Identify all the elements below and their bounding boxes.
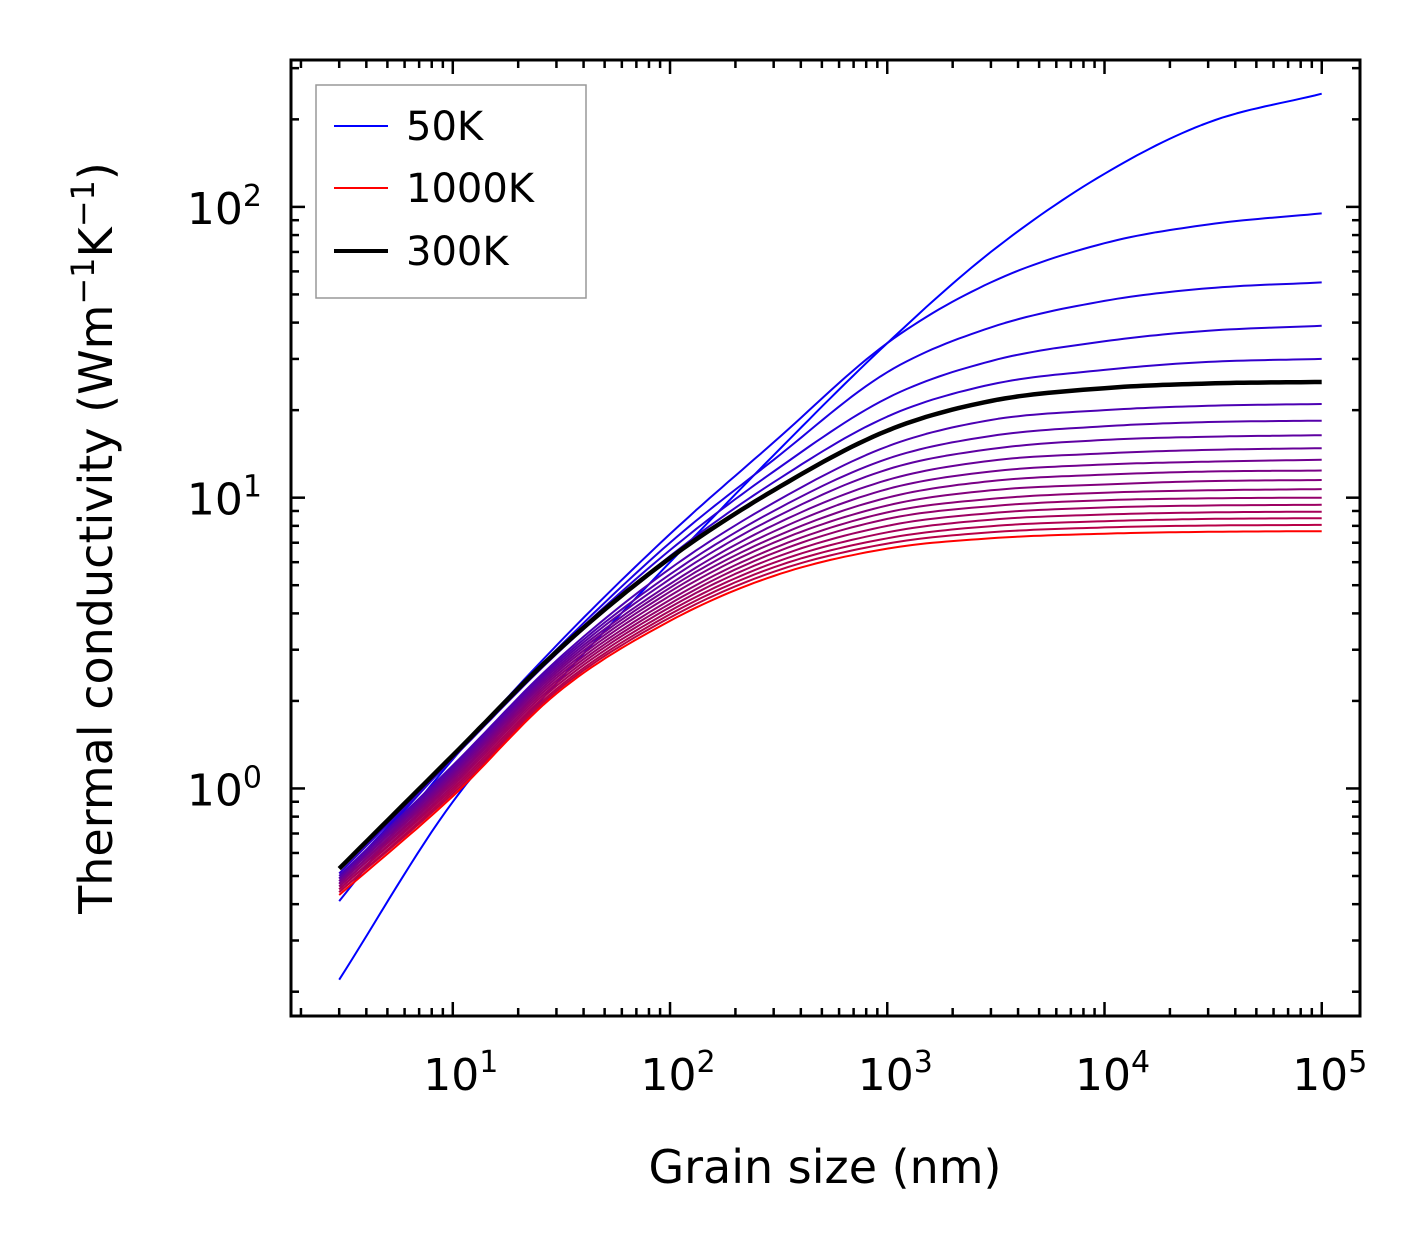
x-tick-label-base: 10 (640, 1050, 696, 1101)
series-line-350k (338, 403, 1322, 877)
x-tick-label-exp: 1 (479, 1045, 498, 1080)
x-tick-label: 102 (640, 1045, 715, 1101)
series-line-1000k (338, 530, 1322, 896)
x-tick-label-exp: 4 (1131, 1045, 1150, 1080)
series-line-900k (338, 517, 1322, 893)
x-tick-label-base: 10 (423, 1050, 479, 1101)
legend: 50K 1000K 300K (315, 84, 587, 299)
series-line-100k (338, 212, 1322, 902)
series-layer (337, 92, 1322, 981)
series-line-650k (338, 479, 1322, 885)
y-tick-label-base: 10 (187, 184, 243, 235)
series-line-200k (338, 324, 1322, 880)
y-tick-label-exp: 1 (243, 470, 262, 505)
plot-frame (289, 58, 1362, 1018)
series-line-750k (338, 496, 1322, 888)
series-line-450k (338, 434, 1322, 880)
y-axis-label-main: Thermal conductivity (Wm (69, 305, 123, 915)
legend-label-50k: 50K (406, 104, 485, 150)
series-line-850k (338, 510, 1322, 891)
x-tick-label-exp: 2 (696, 1045, 715, 1080)
x-tick-label: 101 (423, 1045, 498, 1101)
series-line-700k (338, 488, 1322, 888)
x-tick-label-base: 10 (858, 1050, 914, 1101)
series-line-600k (338, 469, 1322, 885)
x-tick-label: 104 (1075, 1045, 1150, 1101)
series-line-300k (337, 379, 1322, 871)
series-line-150k (338, 281, 1322, 885)
y-tick-label-exp: 0 (243, 760, 262, 795)
legend-box (315, 84, 587, 299)
series-line-400k (338, 419, 1322, 880)
y-tick-label: 102 (187, 179, 262, 235)
x-tick-label-base: 10 (1292, 1050, 1348, 1101)
x-tick-label-base: 10 (1075, 1050, 1131, 1101)
x-tick-label: 103 (858, 1045, 933, 1101)
y-tick-label-base: 10 (187, 475, 243, 526)
legend-label-300k: 300K (406, 229, 510, 275)
y-tick-label-exp: 2 (243, 179, 262, 214)
y-tick-label-base: 10 (187, 765, 243, 816)
x-tick-label-exp: 5 (1348, 1045, 1367, 1080)
y-axis-label-sup2: −1 (64, 180, 102, 227)
y-axis-label-sup1: −1 (64, 257, 102, 304)
series-line-950k (338, 523, 1322, 893)
x-tick-label-exp: 3 (914, 1045, 933, 1080)
series-line-800k (338, 503, 1322, 891)
y-tick-label: 101 (187, 470, 262, 526)
legend-label-1000k: 1000K (406, 166, 536, 212)
y-axis-label: Thermal conductivity (Wm−1K−1) (64, 162, 123, 915)
y-axis-label-mid: K (69, 225, 123, 257)
y-axis-label-end: ) (69, 162, 123, 180)
series-line-500k (338, 447, 1322, 882)
series-line-550k (338, 458, 1322, 882)
y-tick-label: 100 (187, 760, 262, 816)
x-axis-label: Grain size (nm) (649, 1140, 1002, 1194)
series-line-250k (338, 357, 1322, 875)
x-tick-label: 105 (1292, 1045, 1367, 1101)
